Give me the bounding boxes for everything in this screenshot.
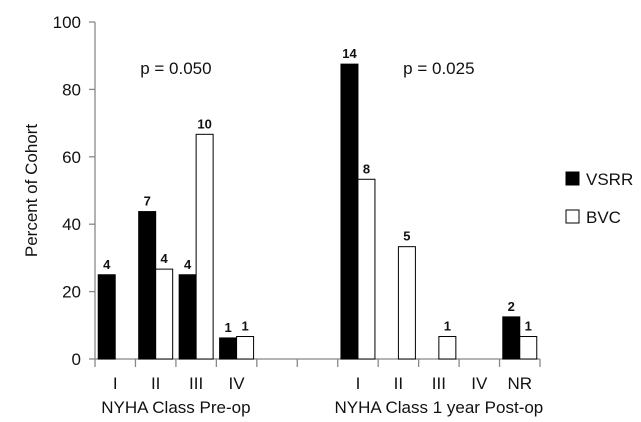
count-label: 5 <box>403 229 410 244</box>
count-label: 8 <box>363 161 370 176</box>
bar <box>438 336 457 360</box>
x-tick-label: III <box>432 374 446 393</box>
x-tick-label: III <box>189 374 203 393</box>
bar <box>155 268 174 360</box>
count-label: 1 <box>525 319 532 334</box>
legend-label: VSRR <box>586 170 633 189</box>
p-value-annotation: p = 0.050 <box>140 59 211 78</box>
bar <box>195 133 214 360</box>
bar <box>397 246 416 360</box>
legend-label: BVC <box>586 208 621 227</box>
count-label: 14 <box>342 46 357 61</box>
count-label: 10 <box>197 116 211 131</box>
p-value-annotation: p = 0.025 <box>403 59 474 78</box>
y-tick-label: 0 <box>72 350 81 369</box>
x-tick-label: I <box>356 374 361 393</box>
bar <box>219 337 238 360</box>
bar <box>357 178 376 360</box>
x-tick-label: II <box>394 374 403 393</box>
bars <box>97 63 538 360</box>
legend: VSRR BVC <box>565 170 633 227</box>
group-label: NYHA Class 1 year Post-op <box>334 398 543 417</box>
count-label: 7 <box>144 194 151 209</box>
count-label: 4 <box>161 251 169 266</box>
y-tick-label: 60 <box>62 148 81 167</box>
x-tick-label: NR <box>507 374 532 393</box>
y-tick-label: 100 <box>53 13 81 32</box>
bar <box>519 336 538 360</box>
count-label: 1 <box>444 319 451 334</box>
legend-swatch <box>565 171 580 186</box>
annotations: p = 0.050 p = 0.025 <box>140 59 474 78</box>
bar <box>340 63 359 360</box>
bar <box>236 336 255 360</box>
y-tick-label: 40 <box>62 215 81 234</box>
x-tick-label: I <box>113 374 118 393</box>
y-tick-label: 20 <box>62 283 81 302</box>
y-axis: 0 20 40 60 80 100 Percent of Cohort <box>22 13 96 369</box>
bar <box>178 274 197 360</box>
y-tick-label: 80 <box>62 80 81 99</box>
count-label: 1 <box>241 319 248 334</box>
legend-swatch <box>565 209 580 224</box>
count-label: 1 <box>224 320 231 335</box>
count-label: 4 <box>103 257 111 272</box>
bar <box>138 211 157 360</box>
x-tick-label: IV <box>229 374 246 393</box>
x-tick-label: II <box>151 374 160 393</box>
bar <box>97 274 116 360</box>
count-label: 4 <box>184 257 192 272</box>
count-label: 2 <box>508 299 515 314</box>
y-axis-label: Percent of Cohort <box>22 124 41 258</box>
bar <box>502 316 521 360</box>
x-tick-label: IV <box>471 374 488 393</box>
group-label: NYHA Class Pre-op <box>101 398 250 417</box>
